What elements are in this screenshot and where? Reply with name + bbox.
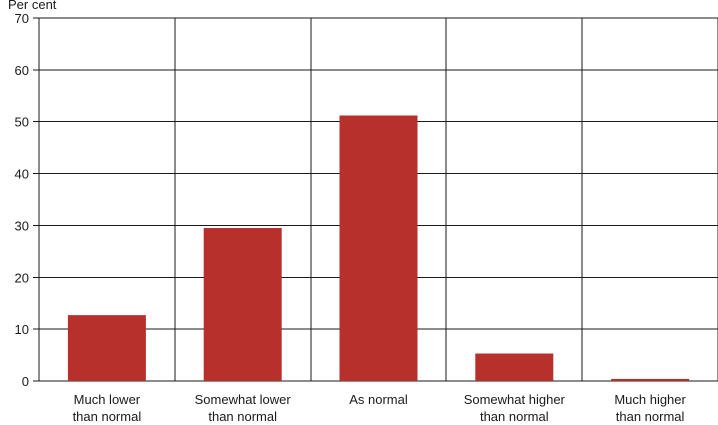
- bar: [203, 228, 282, 381]
- y-tick-label: 20: [15, 270, 29, 285]
- x-category-label: Much higher than normal: [614, 392, 686, 424]
- y-tick-label: 10: [15, 322, 29, 337]
- bars: [67, 115, 690, 382]
- y-tick-label: 60: [15, 63, 29, 78]
- x-category-label: As normal: [349, 392, 408, 407]
- y-axis-label: Per cent: [8, 0, 57, 12]
- x-category-label: Much lower than normal: [73, 392, 142, 424]
- y-tick-label: 30: [15, 218, 29, 233]
- bar: [67, 315, 146, 381]
- y-tick-label: 70: [15, 11, 29, 26]
- x-category-labels: Much lower than normal Somewhat lower than …: [73, 392, 687, 424]
- bar: [611, 378, 690, 381]
- y-tick-label: 0: [22, 374, 29, 389]
- x-category-label: Somewhat higher than normal: [464, 392, 566, 424]
- bar: [339, 115, 418, 382]
- x-category-label: Somewhat lower than normal: [195, 392, 292, 424]
- bar: [475, 353, 554, 381]
- y-tick-label: 50: [15, 115, 29, 130]
- y-tick-label: 40: [15, 167, 29, 182]
- y-tick-labels: 0 10 20 30 40 50 60 70: [15, 11, 29, 389]
